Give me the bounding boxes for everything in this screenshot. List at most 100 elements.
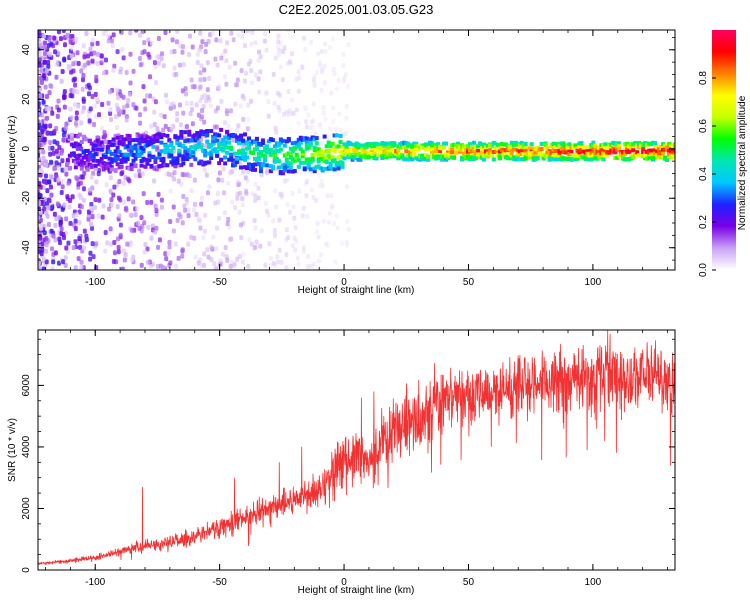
noise-cell <box>342 75 347 81</box>
ridge-cell <box>392 154 397 159</box>
ridge-cell <box>165 133 170 138</box>
ridge-cell <box>336 166 341 171</box>
noise-cell <box>334 213 339 219</box>
noise-cell <box>315 221 320 227</box>
noise-cell <box>41 99 46 105</box>
noise-cell <box>82 170 87 176</box>
noise-cell <box>327 211 332 217</box>
noise-cell <box>222 210 227 216</box>
noise-cell <box>90 58 95 64</box>
ridge-cell <box>617 141 622 146</box>
noise-cell <box>149 235 154 241</box>
noise-cell <box>226 216 231 222</box>
ridge-cell <box>306 163 311 168</box>
noise-cell <box>215 191 220 197</box>
ridge-cell <box>103 152 108 157</box>
noise-cell <box>231 37 236 43</box>
ridge-cell <box>185 157 190 162</box>
noise-cell <box>41 149 46 155</box>
noise-cell <box>108 111 113 117</box>
noise-cell <box>277 48 282 54</box>
noise-cell <box>191 207 196 213</box>
noise-cell <box>297 188 302 194</box>
noise-cell <box>344 115 349 121</box>
noise-cell <box>230 199 235 205</box>
noise-cell <box>50 110 55 116</box>
noise-cell <box>102 70 107 76</box>
noise-cell <box>249 41 254 47</box>
ridge-cell <box>460 157 465 162</box>
ridge-cell <box>145 139 150 144</box>
noise-cell <box>130 227 135 233</box>
noise-cell <box>58 36 63 42</box>
spectrogram-ytick-label: 0 <box>21 146 32 152</box>
ridge-cell <box>105 144 110 149</box>
noise-cell <box>222 74 227 80</box>
ridge-cell <box>487 148 492 153</box>
noise-cell <box>42 40 47 46</box>
noise-cell <box>103 229 108 235</box>
noise-cell <box>111 32 116 38</box>
snr-xlabel: Height of straight line (km) <box>298 585 415 596</box>
noise-cell <box>175 217 180 223</box>
noise-cell <box>40 129 45 135</box>
ridge-cell <box>237 149 242 154</box>
noise-cell <box>46 63 51 69</box>
noise-cell <box>121 180 126 186</box>
noise-cell <box>290 51 295 57</box>
noise-cell <box>143 106 148 112</box>
noise-cell <box>89 201 94 207</box>
ridge-cell <box>183 149 188 154</box>
ridge-cell <box>575 153 580 158</box>
ridge-cell <box>276 159 281 164</box>
noise-cell <box>140 30 145 35</box>
ridge-cell <box>509 151 514 156</box>
noise-cell <box>63 126 68 132</box>
noise-cell <box>317 173 322 179</box>
noise-cell <box>180 247 185 253</box>
noise-cell <box>77 236 82 242</box>
noise-cell <box>142 49 147 55</box>
noise-cell <box>38 80 41 86</box>
noise-cell <box>55 113 60 119</box>
ridge-cell <box>153 156 158 161</box>
noise-cell <box>235 195 240 201</box>
ridge-cell <box>79 163 84 168</box>
noise-cell <box>316 51 321 57</box>
noise-cell <box>273 188 278 194</box>
noise-cell <box>250 80 255 86</box>
noise-cell <box>253 72 258 78</box>
noise-cell <box>93 204 98 210</box>
ridge-cell <box>509 145 514 150</box>
ridge-cell <box>332 158 337 163</box>
noise-cell <box>95 40 100 46</box>
noise-cell <box>226 180 231 186</box>
noise-cell <box>311 77 316 83</box>
noise-cell <box>48 51 53 57</box>
noise-cell <box>183 86 188 92</box>
noise-cell <box>94 179 99 185</box>
noise-cell <box>82 228 87 234</box>
noise-cell <box>115 124 120 130</box>
noise-cell <box>92 103 97 109</box>
noise-cell <box>312 79 317 85</box>
noise-cell <box>187 173 192 179</box>
ridge-cell <box>673 145 675 150</box>
ridge-cell <box>175 160 180 165</box>
noise-cell <box>276 52 281 58</box>
noise-cell <box>51 233 56 239</box>
ridge-cell <box>143 157 148 162</box>
noise-cell <box>173 241 178 247</box>
ridge-cell <box>221 148 226 153</box>
ridge-cell <box>147 153 152 158</box>
ridge-cell <box>189 162 194 167</box>
noise-cell <box>319 87 324 93</box>
ridge-cell <box>513 142 518 147</box>
ridge-cell <box>563 150 568 155</box>
noise-cell <box>334 140 339 146</box>
noise-cell <box>231 137 236 143</box>
noise-cell <box>54 160 59 166</box>
noise-cell <box>332 71 337 77</box>
ridge-cell <box>511 147 516 152</box>
ridge-cell <box>125 144 130 149</box>
